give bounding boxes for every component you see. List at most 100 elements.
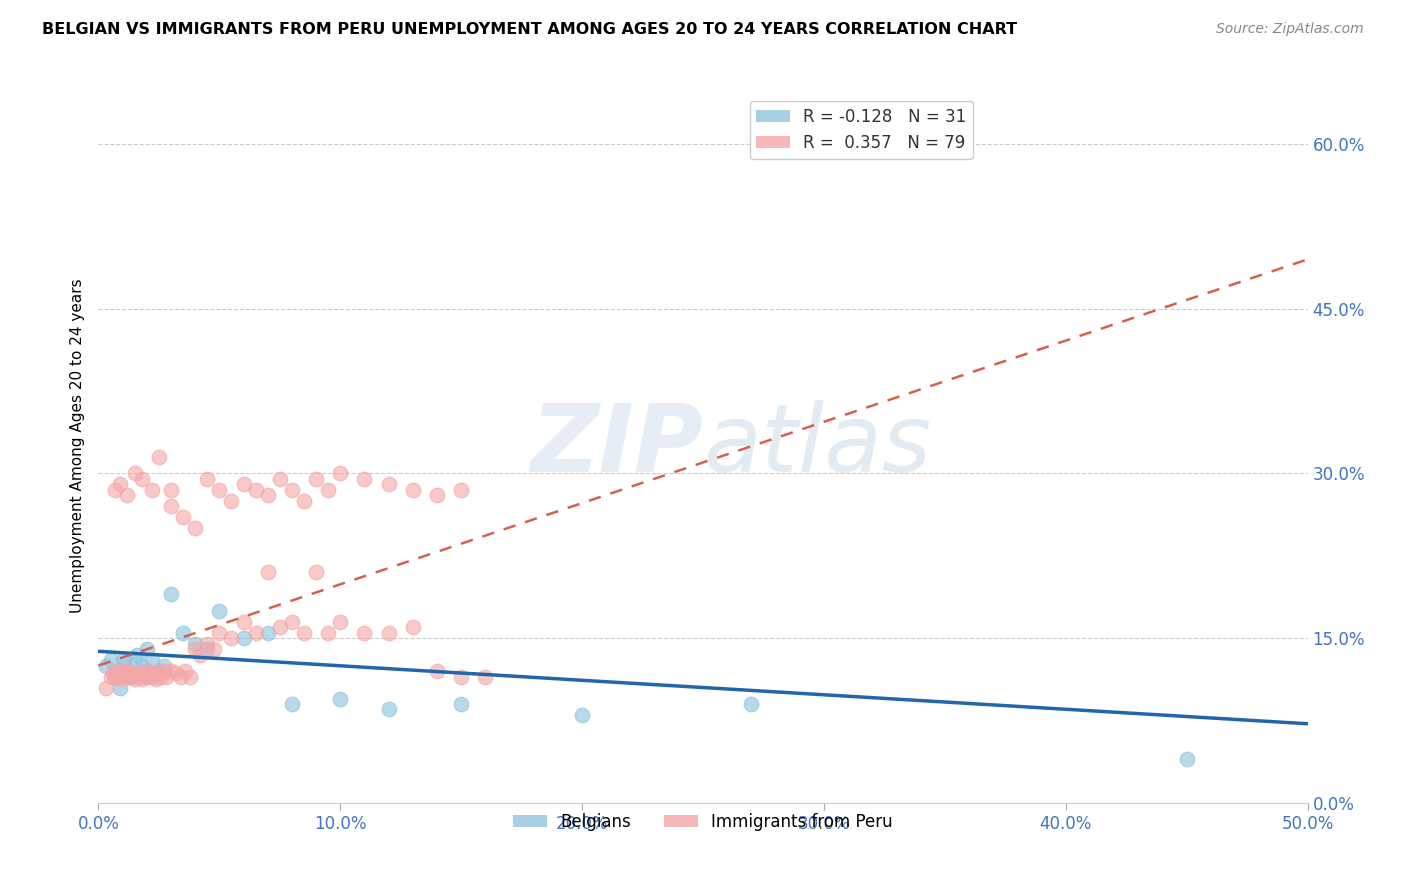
Point: [124, 653, 146, 667]
Point: [232, 477, 254, 491]
Point: [184, 521, 207, 535]
Point: [179, 669, 201, 683]
Point: [118, 669, 141, 683]
Point: [111, 653, 134, 667]
Point: [740, 697, 762, 711]
Point: [188, 648, 211, 662]
Point: [131, 672, 153, 686]
Point: [100, 669, 122, 683]
Point: [450, 483, 472, 497]
Point: [184, 642, 207, 657]
Point: [108, 672, 131, 686]
Point: [141, 483, 163, 497]
Point: [174, 664, 197, 678]
Point: [195, 637, 218, 651]
Point: [127, 648, 149, 662]
Point: [117, 488, 139, 502]
Point: [256, 625, 278, 640]
Text: ZIP: ZIP: [530, 400, 703, 492]
Legend: Belgians, Immigrants from Peru: Belgians, Immigrants from Peru: [506, 806, 900, 838]
Point: [107, 664, 129, 678]
Point: [124, 467, 146, 481]
Point: [402, 483, 425, 497]
Point: [450, 669, 472, 683]
Point: [208, 604, 231, 618]
Point: [104, 483, 127, 497]
Point: [121, 666, 143, 681]
Point: [377, 625, 399, 640]
Point: [204, 642, 226, 657]
Point: [108, 477, 131, 491]
Point: [208, 483, 231, 497]
Point: [152, 658, 174, 673]
Point: [104, 669, 127, 683]
Point: [118, 669, 141, 683]
Point: [141, 653, 163, 667]
Point: [152, 664, 174, 678]
Point: [377, 477, 399, 491]
Point: [450, 697, 472, 711]
Point: [135, 669, 157, 683]
Point: [316, 625, 339, 640]
Point: [148, 450, 170, 464]
Point: [150, 669, 173, 683]
Point: [111, 666, 134, 681]
Point: [124, 672, 146, 686]
Y-axis label: Unemployment Among Ages 20 to 24 years: Unemployment Among Ages 20 to 24 years: [69, 278, 84, 614]
Point: [256, 566, 278, 580]
Point: [138, 664, 160, 678]
Point: [292, 625, 315, 640]
Point: [169, 669, 191, 683]
Point: [474, 669, 496, 683]
Point: [127, 666, 149, 681]
Point: [160, 500, 183, 514]
Point: [104, 669, 127, 683]
Point: [108, 681, 131, 695]
Point: [305, 472, 328, 486]
Point: [245, 625, 267, 640]
Point: [128, 669, 150, 683]
Point: [117, 664, 139, 678]
Point: [94, 658, 117, 673]
Point: [131, 658, 153, 673]
Point: [114, 669, 136, 683]
Point: [107, 664, 129, 678]
Point: [145, 672, 167, 686]
Point: [165, 666, 187, 681]
Point: [353, 472, 375, 486]
Point: [101, 666, 124, 681]
Point: [232, 615, 254, 629]
Text: atlas: atlas: [703, 401, 931, 491]
Point: [245, 483, 267, 497]
Point: [114, 658, 136, 673]
Point: [134, 666, 156, 681]
Point: [269, 620, 291, 634]
Point: [195, 472, 218, 486]
Point: [402, 620, 425, 634]
Point: [221, 631, 243, 645]
Point: [329, 467, 352, 481]
Point: [160, 587, 183, 601]
Point: [100, 653, 122, 667]
Point: [160, 483, 183, 497]
Point: [131, 472, 153, 486]
Point: [426, 664, 449, 678]
Point: [329, 615, 352, 629]
Point: [143, 666, 166, 681]
Point: [184, 637, 207, 651]
Point: [160, 664, 183, 678]
Point: [148, 666, 170, 681]
Point: [94, 681, 117, 695]
Point: [172, 625, 194, 640]
Point: [281, 615, 304, 629]
Point: [571, 708, 593, 723]
Point: [134, 664, 156, 678]
Point: [232, 631, 254, 645]
Point: [1175, 752, 1198, 766]
Point: [269, 472, 291, 486]
Point: [281, 697, 304, 711]
Text: Source: ZipAtlas.com: Source: ZipAtlas.com: [1216, 22, 1364, 37]
Point: [221, 494, 243, 508]
Point: [292, 494, 315, 508]
Point: [141, 669, 163, 683]
